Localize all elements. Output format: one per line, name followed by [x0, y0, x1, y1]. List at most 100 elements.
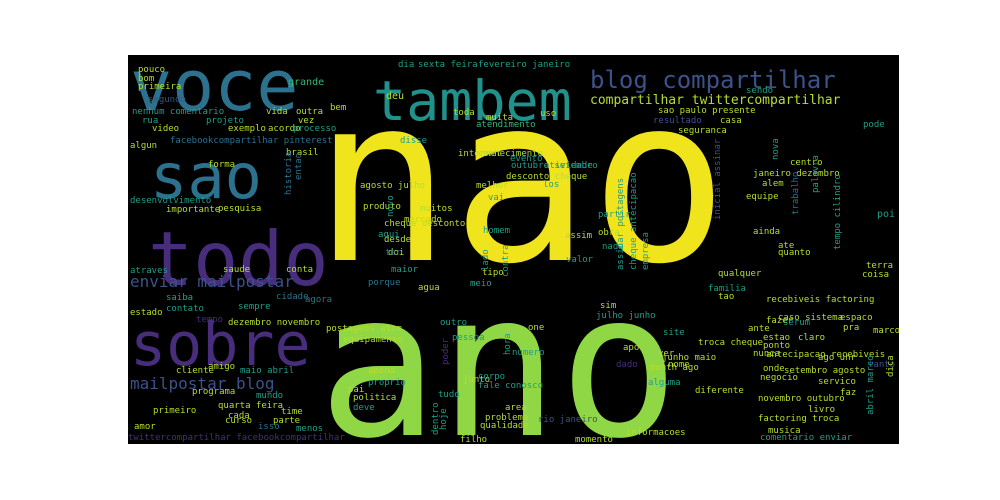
- word-cloud: nao ano voce tambem sao todo sobre blog compart…: [128, 55, 899, 444]
- word-postagens-atom: postagens atom: [326, 324, 402, 334]
- word-tambem: tambem: [373, 69, 572, 133]
- word-fevereiro-janeiro: fevereiro janeiro: [478, 60, 570, 70]
- word-blog-compartilhar: blog compartilhar: [590, 66, 836, 94]
- word-ago-uhr: ago uhr: [818, 353, 857, 363]
- word-meio: meio: [470, 279, 492, 289]
- word-corpo: corpo: [478, 372, 505, 382]
- word-rio-janeiro: rio janeiro: [538, 415, 598, 425]
- word-agora: agora: [305, 295, 332, 305]
- word-outro: outro: [440, 318, 467, 328]
- word-comentario-enviar: comentario enviar: [760, 433, 853, 443]
- word-setembro-agosto: setembro agosto: [784, 366, 865, 376]
- word-acordo: acordo: [268, 124, 301, 134]
- word-porque: porque: [368, 278, 401, 288]
- word-muitos: muitos: [420, 204, 453, 214]
- word-primeira: primeira: [138, 82, 181, 92]
- word-palavra: palavra: [811, 155, 821, 193]
- word-exemplo: exemplo: [228, 124, 266, 134]
- word-algun: algun: [130, 141, 157, 151]
- word-todo: todo: [148, 215, 329, 303]
- word-processo: processo: [293, 124, 336, 134]
- word-qualidade: qualidade: [480, 421, 529, 431]
- word-centro: centro: [790, 158, 823, 168]
- word-caso-sistema: caso sistema: [778, 313, 843, 323]
- word-los: los: [543, 180, 559, 190]
- word-ainda: ainda: [753, 227, 780, 237]
- word-alguma: alguma: [648, 378, 681, 388]
- word-deve: deve: [353, 403, 375, 413]
- word-cada: cada: [228, 411, 250, 421]
- word-seguranca: seguranca: [678, 126, 727, 136]
- word-estado: estado: [130, 308, 163, 318]
- word-programa: programa: [192, 387, 235, 397]
- word-lado: lado: [481, 249, 491, 271]
- word-sao-paulo-presente: sao paulo presente: [658, 106, 756, 116]
- word-agosto-julho: agosto julho: [360, 181, 425, 191]
- word-espaco: espaco: [840, 313, 873, 323]
- word-saiba: saiba: [166, 293, 193, 303]
- word-sao: sao: [150, 140, 262, 213]
- word-julho-junho: julho junho: [596, 311, 656, 321]
- word-evento: evento: [510, 154, 543, 164]
- word-nenhum-comentario: nenhum comentario: [132, 107, 224, 117]
- word-amor: amor: [134, 422, 156, 432]
- word-inicial-assinar: inicial assinar: [713, 138, 723, 220]
- word-dica: dica: [886, 355, 896, 377]
- word-enviar-mailpostar: enviar mailpostar: [130, 272, 294, 291]
- word-equipamento: equipamento: [343, 335, 403, 345]
- word-atividade: atividade: [544, 161, 593, 171]
- word-nao: nao: [313, 55, 728, 315]
- word-partir: partir: [598, 210, 631, 220]
- word-muita: muita: [486, 113, 513, 123]
- word-tao: tao: [718, 292, 734, 302]
- word-ter: ter: [385, 248, 402, 258]
- word-poder: poder: [441, 337, 451, 365]
- word-parte: parte: [273, 416, 300, 426]
- word-assinar-postagens: assinar postagens: [616, 178, 626, 270]
- word-poi: poi: [877, 209, 895, 220]
- word-dezembro-novembro: dezembro novembro: [228, 318, 320, 328]
- word-mailpostar-blog: mailpostar blog: [130, 374, 275, 393]
- word-apo: apo: [623, 343, 639, 353]
- word-tempo-cilindro: tempo cilindro: [833, 174, 843, 250]
- word-cheque-desconto: cheque desconto: [384, 219, 465, 229]
- word-ano: ano: [318, 250, 679, 444]
- word-alem: alem: [762, 179, 784, 189]
- word-problema: problema: [485, 413, 528, 423]
- word-uso: uso: [540, 109, 556, 119]
- word-fazer: fazer: [766, 316, 794, 326]
- word-melhor: melhor: [476, 181, 509, 191]
- word-sexta-feira: sexta feira: [418, 60, 478, 70]
- word-sobre: sobre: [130, 310, 311, 380]
- word-pesquisa: pesquisa: [218, 204, 261, 214]
- word-apena: apena: [368, 366, 395, 376]
- word-filho: filho: [460, 435, 487, 444]
- word-abril-marco: abril marco: [866, 355, 876, 415]
- word-pessoa: pessoa: [452, 333, 485, 343]
- word-casa: casa: [720, 116, 742, 126]
- word-sim: sim: [600, 301, 616, 311]
- word-informacoes: informacoes: [626, 428, 686, 438]
- word-desenvolvimento: desenvolvimento: [130, 196, 211, 206]
- word-outra: outra: [296, 107, 323, 117]
- word-quarta-feira: quarta feira: [218, 401, 283, 411]
- word-terra: terra: [866, 261, 893, 271]
- word-rua: rua: [142, 116, 158, 126]
- word-musica: musica: [768, 426, 801, 436]
- word-onde: onde: [763, 364, 785, 374]
- word-politica: politica: [353, 393, 396, 403]
- word-tudo: tudo: [438, 390, 460, 400]
- word-pai: pai: [348, 385, 364, 395]
- word-assim: assim: [565, 231, 592, 241]
- word-junto: junto: [463, 375, 490, 385]
- word-qualquer: qualquer: [718, 269, 762, 279]
- word-claro: claro: [798, 333, 825, 343]
- word-area: area: [505, 403, 527, 413]
- word-ate: ate: [778, 241, 794, 251]
- word-coisa: coisa: [862, 270, 889, 280]
- word-nome: nome: [668, 360, 690, 370]
- word-toda: toda: [453, 108, 475, 118]
- word-vida: vida: [266, 107, 288, 117]
- word-grande: grande: [288, 77, 324, 88]
- word-marco-fevereiro: marco fevereiro: [873, 326, 899, 336]
